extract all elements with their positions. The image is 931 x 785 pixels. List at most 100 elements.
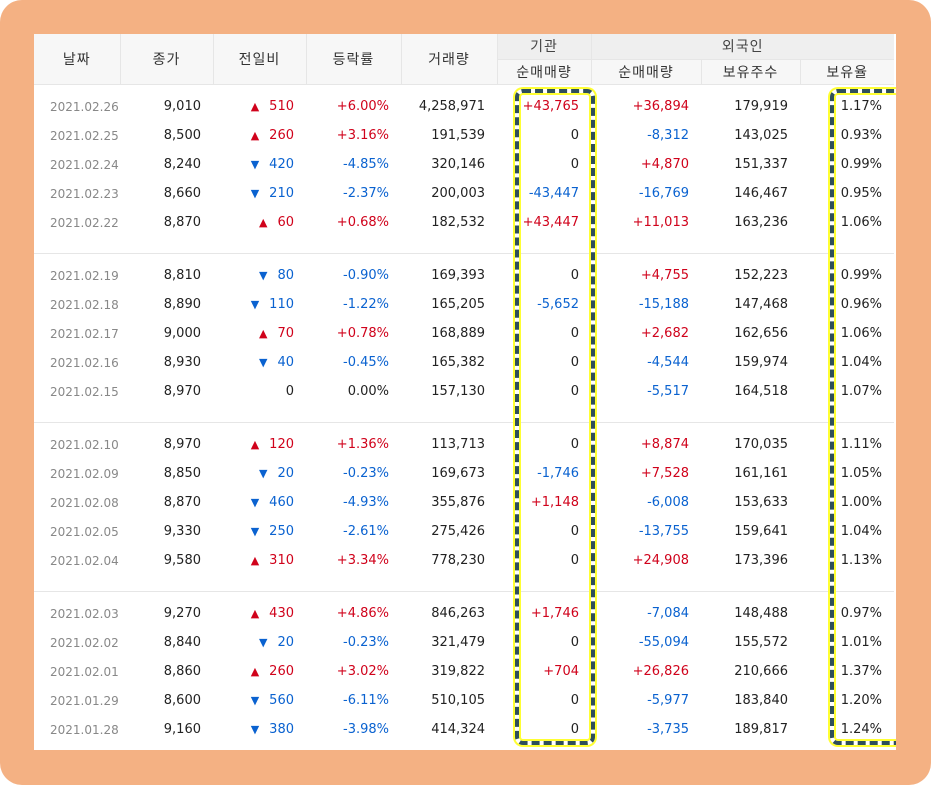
down-triangle-icon: ▼	[258, 356, 268, 369]
table-row: 2021.02.24 8,240 ▼ 420 -4.85% 320,146 0 +4,870 1…	[34, 150, 894, 179]
table-row: 2021.02.04 9,580 ▲ 310 +3.34% 778,230 0 +24,908…	[34, 546, 894, 575]
table-row: 2021.02.05 9,330 ▼ 250 -2.61% 275,426 0 -13,755…	[34, 517, 894, 546]
cell-change: ▼ 20	[213, 628, 306, 657]
table-row: 2021.02.08 8,870 ▼ 460 -4.93% 355,876 +1,148 -6…	[34, 488, 894, 517]
down-triangle-icon: ▼	[258, 467, 268, 480]
cell-volume: 355,876	[431, 495, 485, 510]
cell-date: 2021.02.16	[50, 355, 119, 370]
change-value: 310	[269, 553, 294, 568]
cell-volume: 168,889	[431, 326, 485, 341]
up-triangle-icon: ▲	[250, 100, 260, 113]
cell-foreign-net: -8,312	[647, 128, 689, 143]
cell-foreign-ratio: 1.07%	[840, 384, 882, 399]
cell-foreign-net: +4,870	[640, 157, 689, 172]
cell-change: ▲ 70	[213, 319, 306, 348]
cell-rate: -0.45%	[343, 355, 389, 370]
table-row: 2021.02.19 8,810 ▼ 80 -0.90% 169,393 0 +4,755 15…	[34, 261, 894, 290]
cell-volume: 165,205	[431, 297, 485, 312]
foreign-ratio-column-highlight	[830, 89, 896, 745]
cell-change: ▲ 260	[213, 657, 306, 686]
cell-foreign-shares: 143,025	[734, 128, 788, 143]
change-value: 260	[269, 128, 294, 143]
up-triangle-icon: ▲	[250, 438, 260, 451]
trading-table-panel: 날짜 종가 전일비 등락률 거래량 기관 외국인 순매매량 순매매량 보유주수 …	[34, 34, 896, 750]
cell-change: ▼ 80	[213, 261, 306, 290]
cell-close: 8,500	[163, 128, 201, 143]
cell-foreign-net: -3,735	[647, 722, 689, 737]
cell-foreign-ratio: 1.13%	[840, 553, 882, 568]
cell-foreign-shares: 159,641	[734, 524, 788, 539]
change-value: 0	[285, 384, 294, 399]
cell-change: ▲ 60	[213, 208, 306, 237]
cell-close: 8,970	[163, 384, 201, 399]
cell-change: ▲ 510	[213, 92, 306, 121]
cell-change: ▲ 310	[213, 546, 306, 575]
cell-foreign-net: +36,894	[632, 99, 689, 114]
change-value: 70	[277, 326, 294, 341]
down-triangle-icon: ▼	[250, 496, 260, 509]
cell-rate: -0.23%	[343, 466, 389, 481]
table-row: 2021.02.10 8,970 ▲ 120 +1.36% 113,713 0 +8,874 1…	[34, 430, 894, 459]
cell-foreign-ratio: 1.04%	[840, 355, 882, 370]
change-value: 260	[269, 664, 294, 679]
cell-foreign-shares: 163,236	[734, 215, 788, 230]
cell-foreign-shares: 153,633	[734, 495, 788, 510]
cell-date: 2021.01.28	[50, 722, 119, 737]
table-row: 2021.01.28 9,160 ▼ 380 -3.98% 414,324 0 -3,735 1…	[34, 715, 894, 744]
cell-institution-net: 0	[570, 722, 579, 737]
cell-close: 8,890	[163, 297, 201, 312]
up-triangle-icon: ▲	[250, 607, 260, 620]
down-triangle-icon: ▼	[250, 158, 260, 171]
change-value: 510	[269, 99, 294, 114]
change-value: 20	[277, 466, 294, 481]
cell-rate: +3.34%	[336, 553, 389, 568]
change-value: 430	[269, 606, 294, 621]
cell-foreign-shares: 148,488	[734, 606, 788, 621]
cell-rate: -3.98%	[343, 722, 389, 737]
cell-close: 8,870	[163, 215, 201, 230]
cell-foreign-shares: 147,468	[734, 297, 788, 312]
cell-foreign-shares: 210,666	[734, 664, 788, 679]
cell-date: 2021.02.25	[50, 128, 119, 143]
cell-volume: 165,382	[431, 355, 485, 370]
cell-rate: +0.78%	[336, 326, 389, 341]
up-triangle-icon: ▲	[258, 327, 268, 340]
down-triangle-icon: ▼	[258, 269, 268, 282]
cell-rate: +3.16%	[336, 128, 389, 143]
cell-rate: -0.23%	[343, 635, 389, 650]
cell-volume: 319,822	[431, 664, 485, 679]
header-rate: 등락률	[305, 34, 401, 85]
header-change: 전일비	[212, 34, 306, 85]
cell-rate: -4.85%	[343, 157, 389, 172]
institution-column-highlight	[515, 89, 595, 745]
down-triangle-icon: ▼	[258, 636, 268, 649]
table-row: 2021.02.22 8,870 ▲ 60 +0.68% 182,532 +43,447 +1…	[34, 208, 894, 237]
up-triangle-icon: ▲	[250, 129, 260, 142]
cell-institution-net: -5,652	[537, 297, 579, 312]
cell-foreign-shares: 164,518	[734, 384, 788, 399]
cell-volume: 321,479	[431, 635, 485, 650]
cell-close: 9,000	[163, 326, 201, 341]
change-value: 110	[269, 297, 294, 312]
cell-foreign-net: +8,874	[640, 437, 689, 452]
table-row: 2021.02.09 8,850 ▼ 20 -0.23% 169,673 -1,746 +7,…	[34, 459, 894, 488]
down-triangle-icon: ▼	[250, 187, 260, 200]
table-row: 2021.02.01 8,860 ▲ 260 +3.02% 319,822 +704 +26,…	[34, 657, 894, 686]
cell-foreign-shares: 155,572	[734, 635, 788, 650]
up-triangle-icon: ▲	[250, 554, 260, 567]
cell-foreign-net: +24,908	[632, 553, 689, 568]
cell-institution-net: +704	[543, 664, 579, 679]
cell-date: 2021.01.29	[50, 693, 119, 708]
cell-foreign-ratio: 1.05%	[840, 466, 882, 481]
header-foreign-ratio: 보유율	[799, 59, 894, 85]
cell-change: ▼ 460	[213, 488, 306, 517]
cell-volume: 191,539	[431, 128, 485, 143]
cell-date: 2021.02.10	[50, 437, 119, 452]
cell-institution-net: 0	[570, 635, 579, 650]
header-foreign-group: 외국인	[590, 34, 894, 60]
change-value: 20	[277, 635, 294, 650]
cell-rate: -6.11%	[343, 693, 389, 708]
cell-rate: +6.00%	[336, 99, 389, 114]
cell-foreign-ratio: 1.04%	[840, 524, 882, 539]
cell-change: ▼ 20	[213, 459, 306, 488]
